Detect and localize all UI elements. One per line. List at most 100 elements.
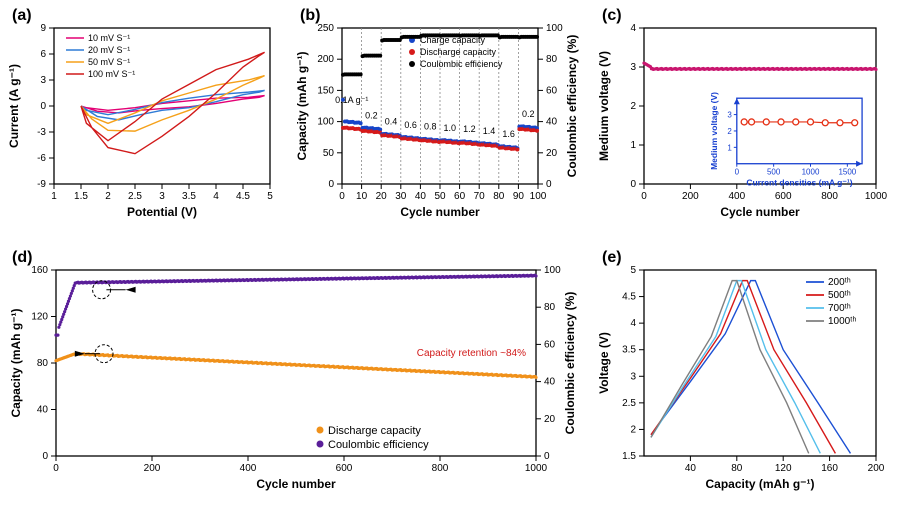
svg-text:Cycle number: Cycle number <box>400 205 480 219</box>
svg-text:0: 0 <box>328 179 334 190</box>
svg-text:1000: 1000 <box>865 191 888 202</box>
svg-text:Voltage (V): Voltage (V) <box>597 332 611 394</box>
svg-text:1.4: 1.4 <box>483 126 496 136</box>
svg-text:120: 120 <box>775 463 792 474</box>
svg-text:200: 200 <box>144 463 161 474</box>
svg-text:6: 6 <box>40 49 46 60</box>
panel-a: (a)11.522.533.544.55-9-6-30369Potential … <box>7 7 273 219</box>
svg-text:70: 70 <box>474 191 486 202</box>
svg-text:Cycle number: Cycle number <box>720 205 800 219</box>
svg-text:0.1A g⁻¹: 0.1A g⁻¹ <box>335 95 368 105</box>
svg-text:4: 4 <box>630 23 636 34</box>
svg-text:500ᵗʰ: 500ᵗʰ <box>828 290 851 301</box>
svg-text:Cycle number: Cycle number <box>256 477 336 491</box>
svg-text:800: 800 <box>432 463 449 474</box>
svg-text:Medium voltage (V): Medium voltage (V) <box>709 92 719 170</box>
svg-text:4.5: 4.5 <box>236 191 250 202</box>
svg-text:160: 160 <box>31 265 48 276</box>
svg-text:2: 2 <box>727 127 732 136</box>
svg-text:2: 2 <box>630 424 636 435</box>
svg-text:Current (A g⁻¹): Current (A g⁻¹) <box>7 64 21 148</box>
svg-text:0: 0 <box>42 451 48 462</box>
svg-text:10 mV S⁻¹: 10 mV S⁻¹ <box>88 33 130 43</box>
svg-text:3.5: 3.5 <box>182 191 196 202</box>
svg-text:1000: 1000 <box>525 463 548 474</box>
svg-text:500: 500 <box>767 168 781 177</box>
svg-text:1.5: 1.5 <box>622 451 636 462</box>
svg-text:50: 50 <box>323 148 335 159</box>
svg-text:90: 90 <box>513 191 525 202</box>
svg-text:Potential (V): Potential (V) <box>127 205 197 219</box>
svg-text:1: 1 <box>630 140 636 151</box>
svg-text:400: 400 <box>240 463 257 474</box>
svg-text:Medium voltage (V): Medium voltage (V) <box>597 51 611 161</box>
svg-text:0: 0 <box>641 191 647 202</box>
svg-text:250: 250 <box>317 23 334 34</box>
svg-text:1.0: 1.0 <box>444 123 457 133</box>
svg-text:1.2: 1.2 <box>463 124 476 134</box>
svg-text:800: 800 <box>821 191 838 202</box>
svg-text:40: 40 <box>415 191 427 202</box>
svg-text:20: 20 <box>544 414 556 425</box>
svg-text:40: 40 <box>37 405 49 416</box>
svg-text:1000: 1000 <box>802 168 820 177</box>
svg-text:5: 5 <box>267 191 273 202</box>
svg-text:600: 600 <box>775 191 792 202</box>
svg-text:5: 5 <box>630 265 636 276</box>
svg-text:Discharge capacity: Discharge capacity <box>420 47 497 57</box>
svg-text:20: 20 <box>376 191 388 202</box>
svg-text:60: 60 <box>454 191 466 202</box>
svg-text:20 mV S⁻¹: 20 mV S⁻¹ <box>88 45 130 55</box>
svg-text:3: 3 <box>40 75 46 86</box>
svg-text:80: 80 <box>544 302 556 313</box>
svg-text:10: 10 <box>356 191 368 202</box>
svg-text:Capacity (mAh g⁻¹): Capacity (mAh g⁻¹) <box>9 308 23 417</box>
svg-text:-6: -6 <box>37 153 46 164</box>
svg-text:3: 3 <box>630 62 636 73</box>
svg-text:Capacity (mAh g⁻¹): Capacity (mAh g⁻¹) <box>295 51 309 160</box>
svg-text:0.4: 0.4 <box>385 117 398 127</box>
svg-text:80: 80 <box>731 463 743 474</box>
svg-text:Capacity (mAh g⁻¹): Capacity (mAh g⁻¹) <box>705 477 814 491</box>
svg-text:0: 0 <box>40 101 46 112</box>
svg-text:1.5: 1.5 <box>74 191 88 202</box>
svg-text:600: 600 <box>336 463 353 474</box>
svg-text:Coulombic efficiency (%): Coulombic efficiency (%) <box>563 292 577 435</box>
panel-label: (d) <box>12 249 32 266</box>
svg-text:100: 100 <box>317 117 334 128</box>
svg-text:100: 100 <box>544 265 561 276</box>
svg-text:80: 80 <box>37 358 49 369</box>
svg-text:Capacity retention ~84%: Capacity retention ~84% <box>417 348 526 359</box>
svg-text:2.5: 2.5 <box>622 398 636 409</box>
svg-text:40: 40 <box>685 463 697 474</box>
svg-text:0: 0 <box>630 179 636 190</box>
svg-text:Current densities (mA g⁻¹): Current densities (mA g⁻¹) <box>746 178 852 188</box>
svg-text:Coulombic efficiency: Coulombic efficiency <box>420 59 503 69</box>
panel-label: (b) <box>300 7 320 24</box>
svg-text:100 mV S⁻¹: 100 mV S⁻¹ <box>88 69 135 79</box>
svg-text:3: 3 <box>727 111 732 120</box>
svg-text:200: 200 <box>317 54 334 65</box>
svg-text:3: 3 <box>159 191 165 202</box>
svg-text:0: 0 <box>735 168 740 177</box>
svg-text:1500: 1500 <box>838 168 856 177</box>
svg-text:0.2: 0.2 <box>522 109 535 119</box>
svg-text:60: 60 <box>544 339 556 350</box>
svg-text:0: 0 <box>53 463 59 474</box>
svg-text:200ᵗʰ: 200ᵗʰ <box>828 277 851 288</box>
svg-text:50 mV S⁻¹: 50 mV S⁻¹ <box>88 57 130 67</box>
svg-text:0: 0 <box>544 451 550 462</box>
svg-text:120: 120 <box>31 312 48 323</box>
svg-text:200: 200 <box>682 191 699 202</box>
panel-d: (d)0200400600800100004080120160020406080… <box>9 249 577 491</box>
svg-text:0.8: 0.8 <box>424 122 437 132</box>
svg-text:1: 1 <box>727 143 732 152</box>
panel-label: (a) <box>12 7 32 24</box>
svg-text:Coulombic efficiency (%): Coulombic efficiency (%) <box>565 35 579 178</box>
svg-text:4.5: 4.5 <box>622 292 636 303</box>
svg-text:30: 30 <box>395 191 407 202</box>
svg-text:1000ᵗʰ: 1000ᵗʰ <box>828 316 856 327</box>
svg-text:0.6: 0.6 <box>404 120 417 130</box>
svg-text:50: 50 <box>434 191 446 202</box>
svg-text:80: 80 <box>493 191 505 202</box>
